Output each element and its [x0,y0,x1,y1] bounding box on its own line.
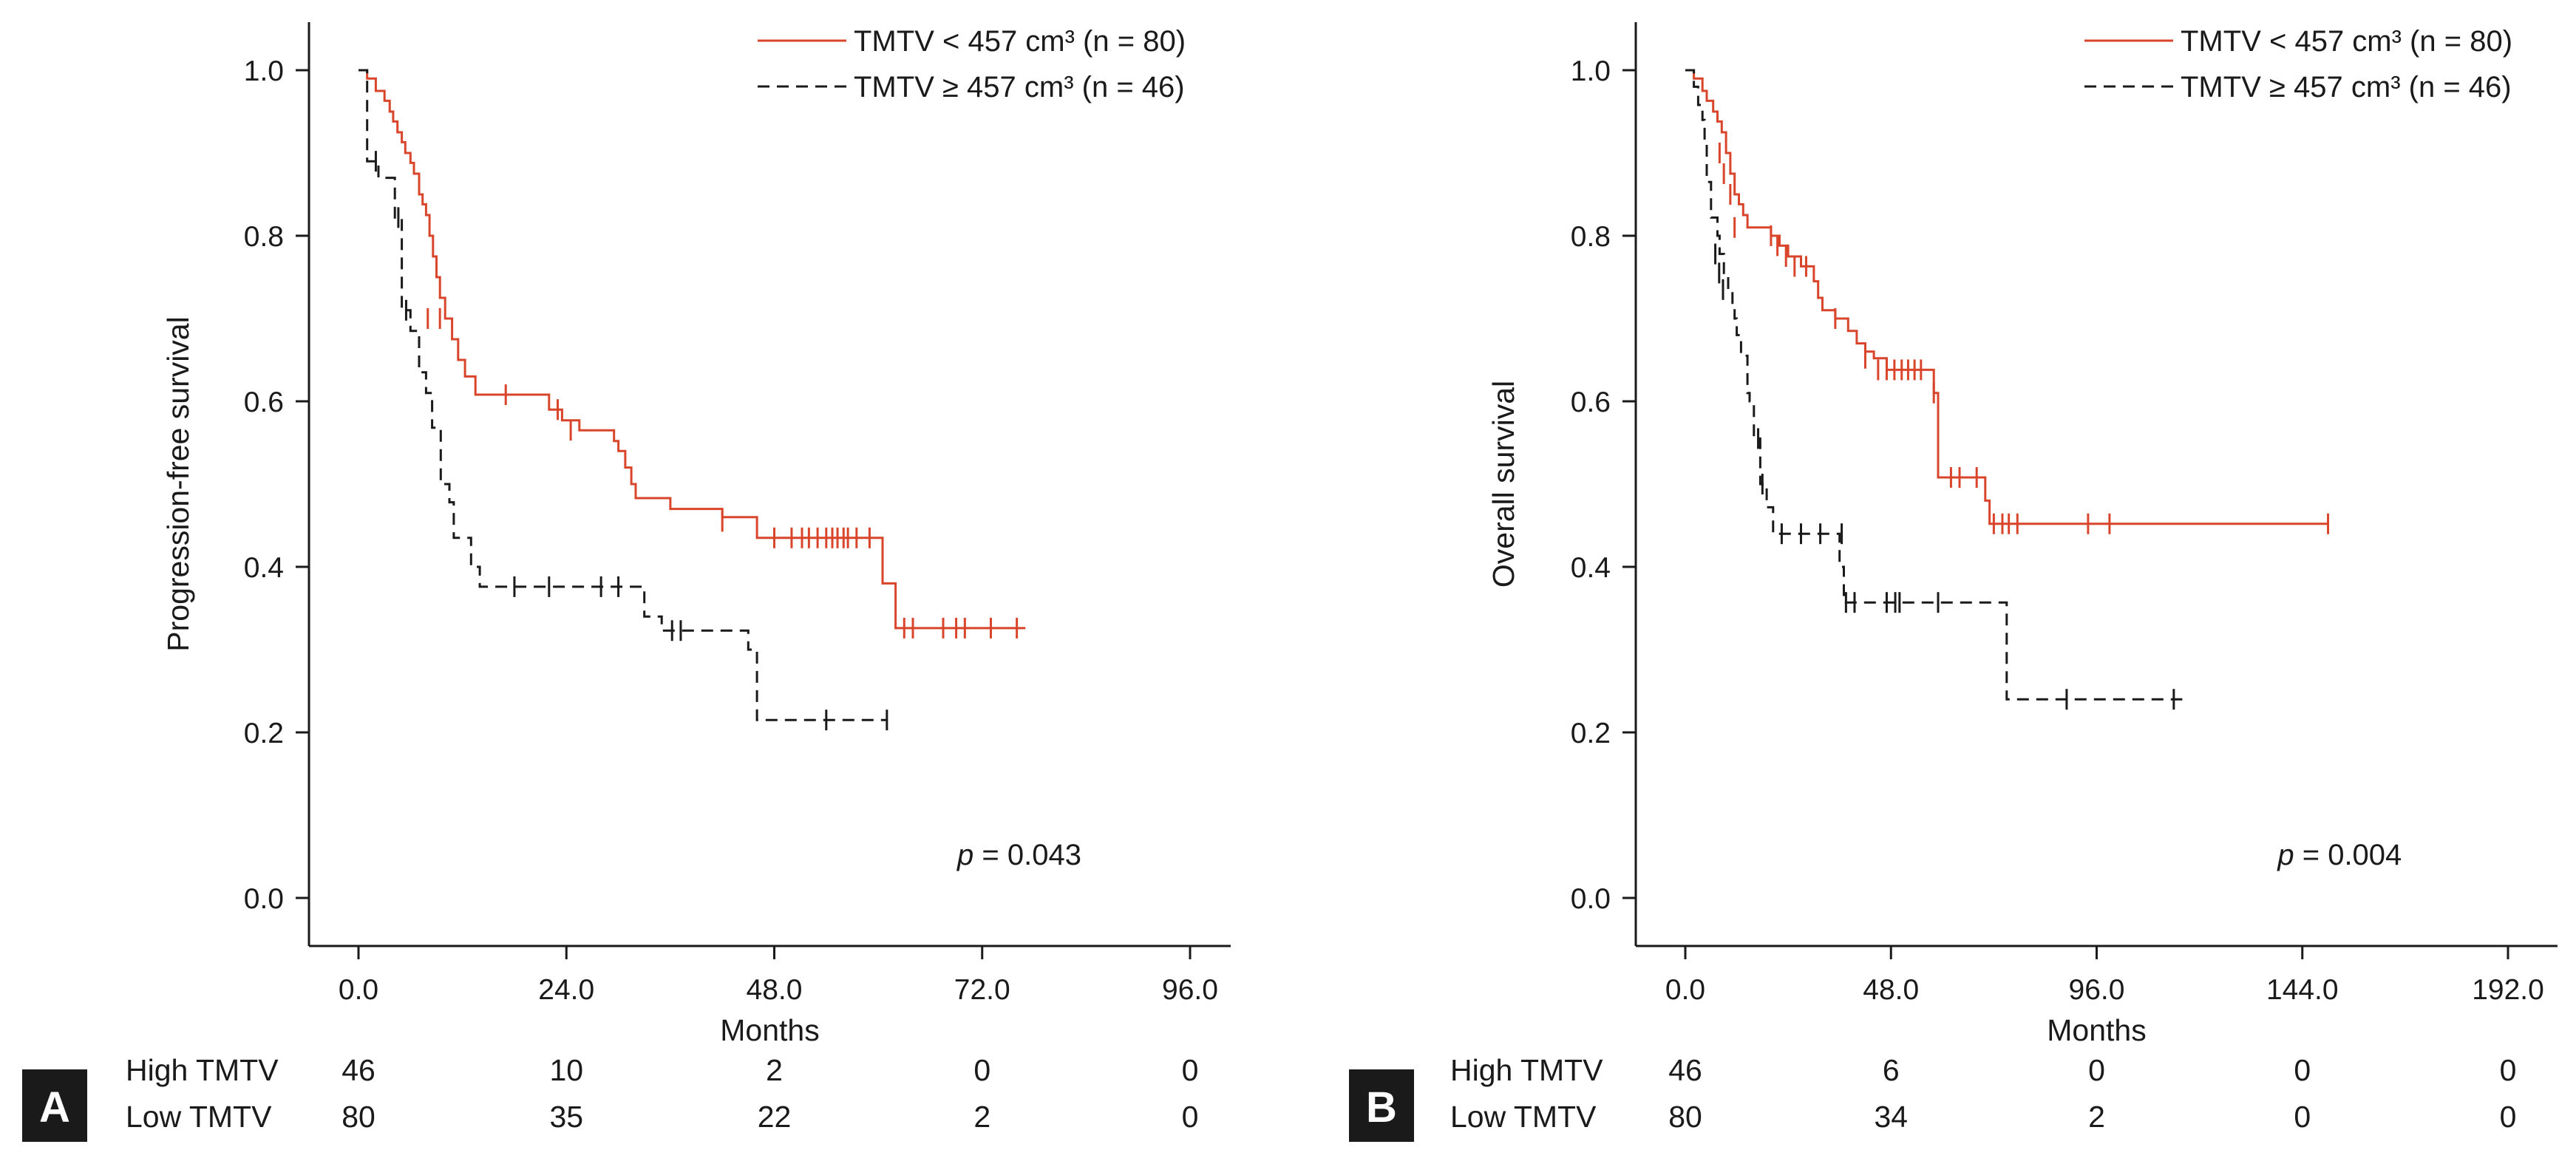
risk-value: 2 [973,1100,990,1134]
legend-label: TMTV < 457 cm³ (n = 80) [854,25,1186,58]
panel-badge-label: B [1366,1083,1397,1131]
panel-a: 0.0 0.2 0.4 0.6 0.8 1.0 0.0 24.0 48.0 72.0 96.0 Mon… [22,22,1231,1142]
x-tick-label: 48.0 [1863,974,1919,1006]
y-tick-label: 0.2 [244,718,284,749]
y-tick-label: 0.8 [1571,221,1611,253]
y-tick-label: 0.0 [244,883,284,915]
p-value: p = 0.004 [2277,839,2402,871]
risk-row-label: High TMTV [126,1053,279,1087]
y-tick-label: 0.6 [1571,387,1611,418]
p-value-text: = 0.043 [973,839,1081,871]
legend-label: TMTV ≥ 457 cm³ (n = 46) [854,71,1185,103]
x-tick-label: 72.0 [954,974,1010,1006]
y-tick-label: 1.0 [244,55,284,87]
x-tick-label: 144.0 [2266,974,2339,1006]
y-tick-label: 0.6 [244,387,284,418]
risk-value: 0 [2294,1053,2311,1087]
risk-value: 0 [2500,1053,2517,1087]
risk-value: 46 [341,1053,375,1087]
x-axis-label: Months [720,1013,819,1047]
risk-value: 6 [1883,1053,1900,1087]
x-tick-label: 192.0 [2472,974,2544,1006]
p-value-symbol: p [2277,839,2294,871]
survival-curve [358,69,887,721]
p-value-text: = 0.004 [2294,839,2402,871]
y-tick-label: 0.4 [1571,552,1611,584]
y-tick-label: 1.0 [1571,55,1611,87]
series-high-tmtv: TMTV ≥ 457 cm³ (n = 46) [358,69,1185,731]
x-tick-label: 48.0 [747,974,803,1006]
series-high-tmtv: TMTV ≥ 457 cm³ (n = 46) [1685,69,2512,710]
y-tick-label: 0.0 [1571,883,1611,915]
panel-b: 0.0 0.2 0.4 0.6 0.8 1.0 0.0 48.0 96.0 144.0 192.0 M… [1349,22,2558,1142]
panel-badge-label: A [39,1083,70,1131]
p-value: p = 0.043 [956,839,1081,871]
risk-value: 46 [1668,1053,1702,1087]
x-tick-label: 0.0 [1665,974,1705,1006]
risk-value: 22 [758,1100,792,1134]
series-low-tmtv: TMTV < 457 cm³ (n = 80) [358,25,1186,639]
risk-value: 35 [549,1100,583,1134]
p-value-symbol: p [956,839,973,871]
x-tick-label: 96.0 [1162,974,1218,1006]
risk-value: 0 [1182,1053,1199,1087]
risk-value: 2 [2088,1100,2105,1134]
y-axis-label: Overall survival [1486,381,1520,588]
survival-curve [358,69,1026,630]
risk-value: 0 [973,1053,990,1087]
x-tick-label: 96.0 [2069,974,2125,1006]
risk-value: 0 [2294,1100,2311,1134]
risk-row-label: Low TMTV [126,1100,272,1134]
risk-value: 10 [549,1053,583,1087]
y-tick-label: 0.2 [1571,718,1611,749]
x-tick-label: 0.0 [339,974,378,1006]
survival-curve [1685,69,2328,525]
y-tick-label: 0.8 [244,221,284,253]
risk-value: 0 [1182,1100,1199,1134]
survival-curve [1685,69,2183,701]
legend-label: TMTV < 457 cm³ (n = 80) [2181,25,2512,58]
y-tick-label: 0.4 [244,552,284,584]
risk-value: 80 [341,1100,375,1134]
risk-value: 2 [766,1053,783,1087]
series-low-tmtv: TMTV < 457 cm³ (n = 80) [1685,25,2512,534]
panel-badge [22,1069,87,1142]
x-tick-label: 24.0 [538,974,594,1006]
risk-value: 0 [2088,1053,2105,1087]
risk-value: 0 [2500,1100,2517,1134]
risk-value: 80 [1668,1100,1702,1134]
panel-badge [1349,1069,1414,1142]
risk-row-label: Low TMTV [1450,1100,1597,1134]
y-axis-label: Progression-free survival [161,316,195,651]
risk-row-label: High TMTV [1450,1053,1603,1087]
legend-label: TMTV ≥ 457 cm³ (n = 46) [2181,71,2512,103]
risk-value: 34 [1874,1100,1908,1134]
x-axis-label: Months [2047,1013,2146,1047]
